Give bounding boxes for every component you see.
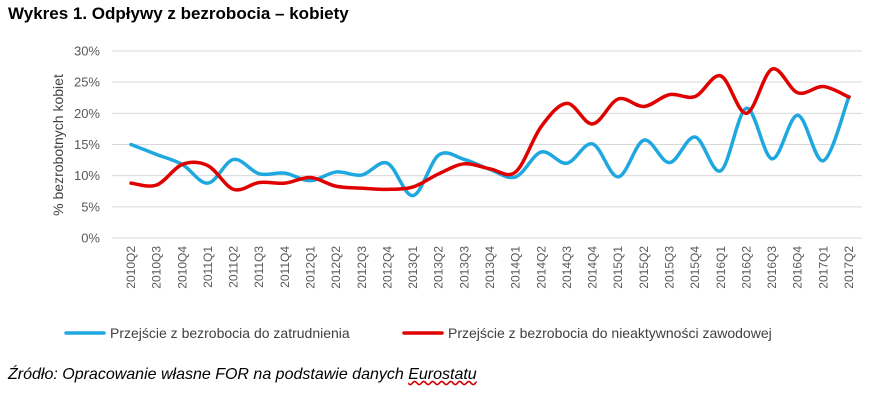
- x-tick-label: 2010Q4: [175, 246, 189, 289]
- line-chart: 0%5%10%15%20%25%30% 2010Q2 2010Q3 2010Q4 20…: [50, 44, 862, 341]
- y-axis-label: % bezrobotnych kobiet: [50, 74, 66, 216]
- y-tick-label: 20%: [74, 106, 100, 121]
- y-tick-label: 15%: [74, 137, 100, 152]
- x-tick-label: 2012Q4: [380, 246, 394, 289]
- x-tick-label: 2011Q4: [278, 246, 292, 288]
- legend: Przejście z bezrobocia do zatrudnienia Pr…: [64, 325, 772, 341]
- x-tick-label: 2011Q1: [201, 246, 215, 288]
- chart-title: Wykres 1. Odpływy z bezrobocia – kobiety: [8, 4, 349, 23]
- source-note: Źródło: Opracowanie własne FOR na podsta…: [8, 366, 477, 384]
- x-tick-label: 2016Q3: [765, 246, 779, 289]
- x-tick-label: 2013Q2: [432, 246, 446, 289]
- grid-lines: [112, 50, 862, 239]
- y-axis-ticks: 0% 5% 10% 15% 20% 25% 30%: [74, 44, 100, 246]
- legend-label: Przejście z bezrobocia do zatrudnienia: [110, 325, 350, 341]
- x-tick-label: 2016Q1: [714, 246, 728, 289]
- x-tick-label: 2013Q4: [483, 246, 497, 289]
- y-tick-label: 25%: [74, 75, 100, 90]
- x-tick-label: 2011Q3: [252, 246, 266, 288]
- source-link: Eurostatu: [408, 366, 477, 383]
- source-prefix: Źródło: Opracowanie własne FOR na podsta…: [8, 366, 409, 383]
- x-tick-label: 2012Q3: [355, 246, 369, 289]
- series-lines: [129, 67, 851, 198]
- x-tick-label: 2016Q4: [791, 246, 805, 289]
- x-tick-label: 2012Q1: [304, 246, 318, 289]
- x-tick-label: 2015Q3: [663, 246, 677, 289]
- x-tick-label: 2015Q1: [611, 246, 625, 289]
- x-tick-label: 2014Q1: [509, 246, 523, 289]
- x-tick-label: 2014Q2: [534, 246, 548, 289]
- x-tick-label: 2013Q1: [406, 246, 420, 289]
- series-line-inactivity: [129, 67, 851, 192]
- x-axis-ticks: 2010Q2 2010Q3 2010Q4 2011Q1 2011Q2 2011Q3 2011…: [124, 246, 856, 289]
- y-tick-label: 5%: [81, 199, 100, 214]
- x-tick-label: 2015Q2: [637, 246, 651, 289]
- y-tick-label: 10%: [74, 168, 100, 183]
- y-tick-label: 0%: [81, 231, 100, 246]
- x-tick-label: 2014Q4: [586, 246, 600, 289]
- x-tick-label: 2012Q2: [329, 246, 343, 289]
- x-tick-label: 2017Q2: [842, 246, 856, 289]
- x-tick-label: 2010Q3: [150, 246, 164, 289]
- legend-label: Przejście z bezrobocia do nieaktywności …: [448, 325, 772, 341]
- y-tick-label: 30%: [74, 44, 100, 59]
- x-tick-label: 2015Q4: [688, 246, 702, 289]
- x-tick-label: 2016Q2: [739, 246, 753, 289]
- x-tick-label: 2011Q2: [227, 246, 241, 288]
- x-tick-label: 2013Q3: [457, 246, 471, 289]
- x-tick-label: 2017Q1: [816, 246, 830, 289]
- x-tick-label: 2014Q3: [560, 246, 574, 289]
- x-tick-label: 2010Q2: [124, 246, 138, 289]
